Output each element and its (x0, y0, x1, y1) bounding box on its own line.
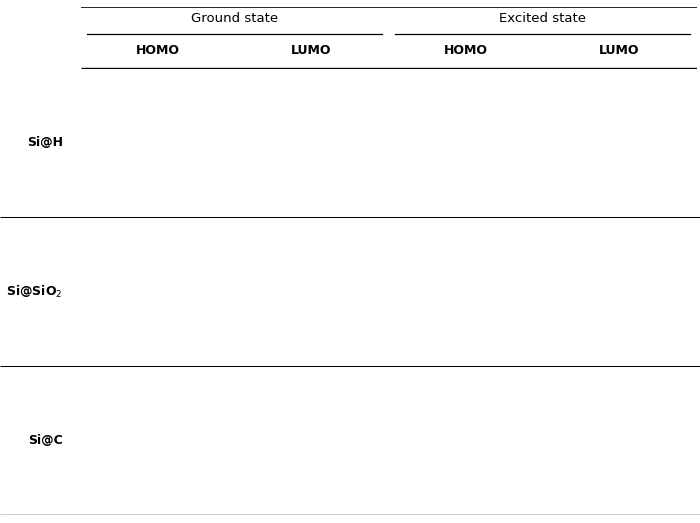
Text: HOMO: HOMO (444, 44, 487, 58)
Text: Si@C: Si@C (28, 434, 63, 447)
Text: LUMO: LUMO (599, 44, 640, 58)
Text: HOMO: HOMO (136, 44, 179, 58)
Text: Si@H: Si@H (27, 136, 63, 149)
Text: Ground state: Ground state (191, 13, 278, 25)
Text: Si@SiO$_2$: Si@SiO$_2$ (6, 283, 63, 300)
Text: Excited state: Excited state (499, 13, 586, 25)
Text: LUMO: LUMO (291, 44, 332, 58)
